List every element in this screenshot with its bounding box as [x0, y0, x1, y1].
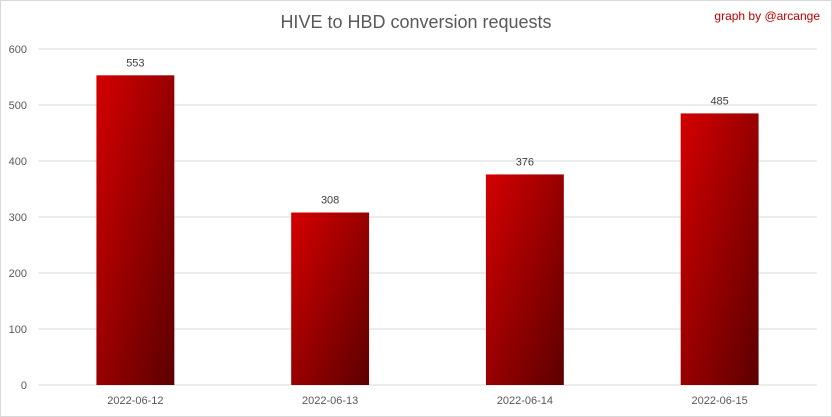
- data-labels: 553 308 376 485: [126, 57, 729, 206]
- bar: [96, 75, 175, 385]
- x-tick-label: 2022-06-12: [107, 395, 163, 407]
- bar: [680, 113, 759, 386]
- y-axis: 0 100 200 300 400 500 600: [9, 44, 27, 392]
- y-tick-label: 0: [21, 380, 27, 392]
- bars: [96, 75, 759, 386]
- bar: [485, 174, 564, 385]
- credit-label: graph by @arcange: [714, 9, 820, 23]
- x-tick-label: 2022-06-14: [497, 395, 553, 407]
- data-label: 485: [710, 95, 728, 107]
- y-tick-label: 200: [9, 268, 27, 280]
- y-tick-label: 300: [9, 212, 27, 224]
- y-tick-label: 400: [9, 156, 27, 168]
- y-tick-label: 600: [9, 44, 27, 56]
- bar: [291, 212, 370, 385]
- y-tick-label: 500: [9, 100, 27, 112]
- data-label: 376: [516, 156, 534, 168]
- data-label: 308: [321, 195, 339, 207]
- y-tick-label: 100: [9, 324, 27, 336]
- chart-title: HIVE to HBD conversion requests: [280, 12, 552, 32]
- x-axis: 2022-06-12 2022-06-13 2022-06-14 2022-06-15: [107, 395, 748, 407]
- x-tick-label: 2022-06-13: [302, 395, 358, 407]
- x-tick-label: 2022-06-15: [691, 395, 747, 407]
- data-label: 553: [126, 57, 144, 69]
